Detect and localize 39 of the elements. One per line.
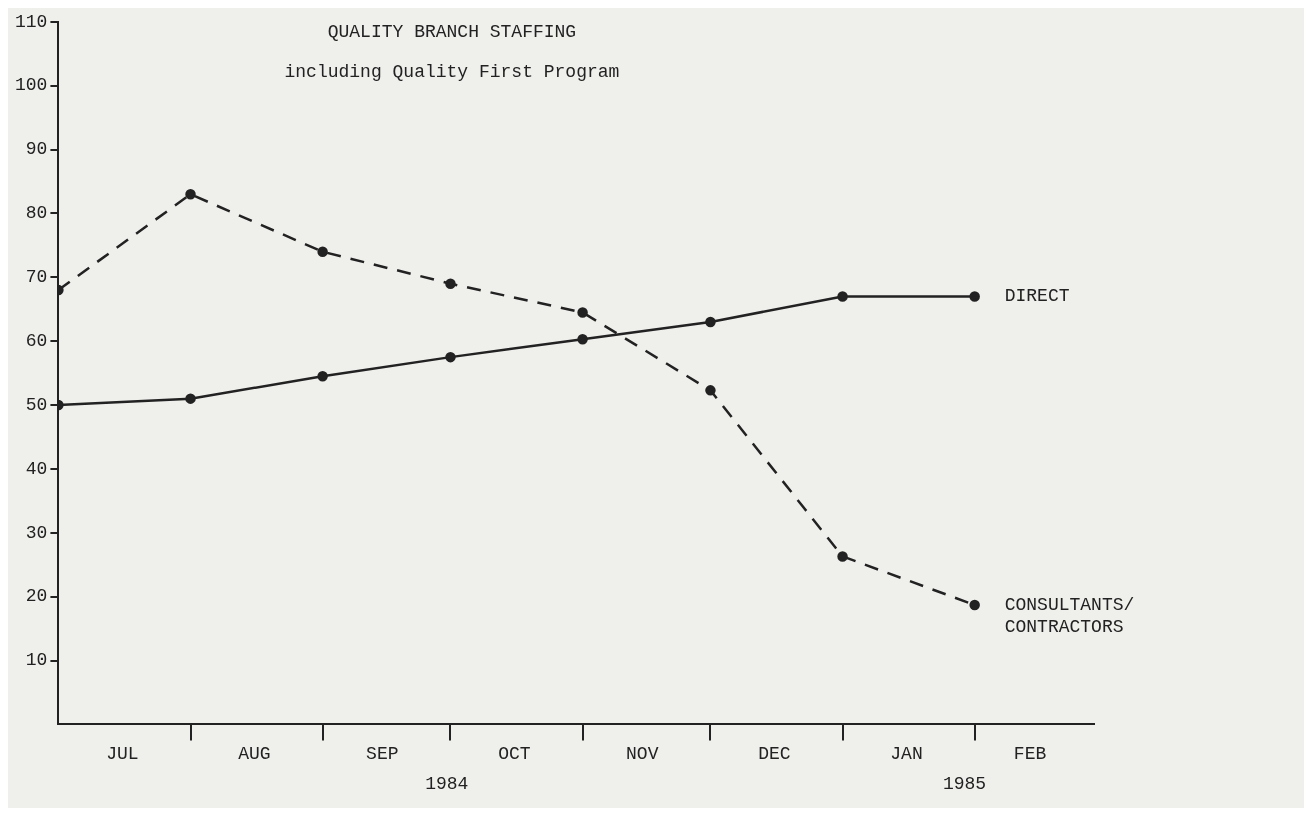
y-tick-label: 70 (25, 267, 48, 288)
point (969, 599, 980, 611)
y-tick-label: 30 (25, 522, 48, 543)
y-tick-label: 90 (25, 139, 48, 160)
text: 1984 (425, 774, 469, 795)
text: 1985 (942, 774, 987, 795)
y-tick-label: 80 (25, 203, 48, 224)
x-tick-label: OCT (498, 743, 531, 764)
x-tick-label: JUL (106, 743, 139, 764)
point (445, 278, 456, 289)
point (317, 371, 328, 382)
point (705, 316, 716, 328)
y-tick-label: 40 (25, 458, 48, 479)
x-tick-label: NOV (626, 743, 659, 764)
x-tick-label: FEB (1013, 743, 1047, 764)
point (445, 351, 456, 363)
point (317, 246, 328, 257)
text: including Quality First Program (284, 61, 620, 82)
x-tick-label: SEP (366, 743, 399, 764)
point (969, 291, 980, 302)
y-tick-label: 10 (25, 650, 48, 671)
y-tick-label: 110 (15, 11, 48, 32)
series-label: DIRECT (1004, 286, 1070, 307)
point (577, 307, 588, 318)
y-tick-label: 100 (15, 75, 48, 96)
point (185, 393, 196, 404)
chart-title: QUALITY BRANCH STAFFING (327, 21, 577, 42)
point (705, 385, 716, 396)
point (185, 189, 196, 200)
y-tick-label: 20 (25, 586, 48, 607)
point (577, 334, 588, 345)
x-tick-label: JAN (890, 743, 923, 764)
x-tick-label: DEC (758, 743, 791, 764)
x-tick-label: AUG (238, 743, 271, 764)
series-label: CONSULTANTS/ CONTRACTORS (1004, 594, 1135, 637)
y-tick-label: 60 (25, 330, 48, 351)
point (837, 291, 848, 302)
point (837, 551, 848, 562)
y-tick-label: 50 (25, 394, 48, 415)
